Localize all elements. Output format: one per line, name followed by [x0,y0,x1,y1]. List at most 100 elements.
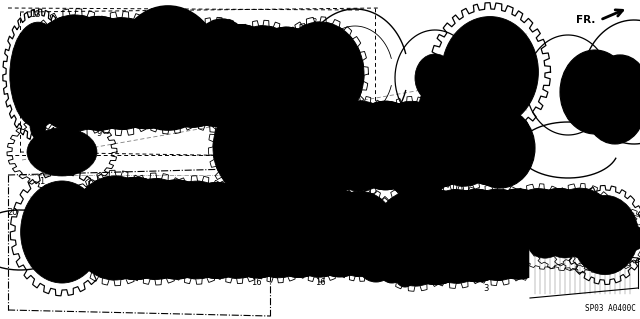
Text: 21: 21 [46,114,56,122]
Ellipse shape [424,70,500,160]
Ellipse shape [239,186,318,278]
Ellipse shape [155,204,198,255]
Text: 6: 6 [241,141,246,150]
Ellipse shape [610,224,640,252]
Ellipse shape [476,209,520,261]
Text: 22: 22 [68,47,79,56]
Ellipse shape [443,120,485,168]
Ellipse shape [435,83,489,147]
Text: 10: 10 [129,236,140,245]
Ellipse shape [169,48,216,101]
Ellipse shape [130,24,206,112]
Text: 17: 17 [360,248,370,256]
Ellipse shape [471,122,509,165]
Ellipse shape [394,190,477,285]
Ellipse shape [36,200,88,264]
Text: 21: 21 [424,88,434,97]
Ellipse shape [25,15,125,131]
Text: 9: 9 [106,267,111,276]
Ellipse shape [377,247,407,283]
Text: 19: 19 [222,149,232,158]
Ellipse shape [284,121,330,173]
Ellipse shape [215,204,260,257]
Ellipse shape [560,50,630,134]
Ellipse shape [602,232,607,238]
Ellipse shape [276,22,364,126]
Ellipse shape [436,189,517,282]
Text: 20: 20 [228,40,239,49]
Ellipse shape [377,137,403,167]
Ellipse shape [298,208,340,258]
Ellipse shape [31,63,45,87]
Ellipse shape [313,123,354,170]
Ellipse shape [53,221,71,243]
Ellipse shape [91,177,180,280]
Ellipse shape [390,122,446,188]
Text: 2: 2 [237,85,243,94]
Ellipse shape [517,208,560,258]
Ellipse shape [191,46,241,103]
Ellipse shape [175,182,259,278]
Ellipse shape [293,101,374,192]
Text: 9: 9 [148,104,153,113]
Ellipse shape [260,188,338,278]
Ellipse shape [563,225,607,259]
Ellipse shape [415,54,455,102]
Text: 3: 3 [311,18,316,27]
Ellipse shape [133,180,220,279]
Ellipse shape [27,128,97,176]
Ellipse shape [404,140,431,170]
Ellipse shape [415,213,456,261]
Text: 14: 14 [9,78,19,87]
Ellipse shape [158,56,178,80]
Text: 11: 11 [216,246,226,255]
Ellipse shape [339,210,381,258]
Ellipse shape [238,208,278,255]
Ellipse shape [480,60,500,84]
Ellipse shape [264,30,300,74]
Ellipse shape [204,34,240,80]
Ellipse shape [91,177,180,280]
Text: 13: 13 [30,10,40,19]
Ellipse shape [196,184,278,278]
Ellipse shape [343,150,373,186]
Text: 2: 2 [161,98,166,107]
Ellipse shape [486,68,493,76]
Text: 2: 2 [167,88,172,97]
Text: 9: 9 [77,254,83,263]
Ellipse shape [452,104,472,126]
Ellipse shape [74,18,170,130]
Ellipse shape [269,28,351,123]
Ellipse shape [363,145,385,171]
Text: 16: 16 [315,278,325,287]
Text: 19: 19 [222,240,232,249]
Ellipse shape [220,26,306,125]
Text: 17: 17 [337,265,348,274]
Ellipse shape [380,111,456,199]
Ellipse shape [244,27,328,124]
Text: 18: 18 [491,117,501,126]
Ellipse shape [240,100,323,195]
Ellipse shape [592,55,640,121]
Ellipse shape [302,190,377,277]
Ellipse shape [427,102,501,186]
Ellipse shape [196,25,283,126]
Ellipse shape [196,25,283,126]
Ellipse shape [257,206,300,257]
Text: 6: 6 [215,230,220,239]
Ellipse shape [147,22,238,127]
Ellipse shape [521,189,598,276]
Ellipse shape [98,19,193,129]
Text: 9: 9 [97,130,102,138]
Ellipse shape [454,102,526,185]
Text: 19: 19 [212,27,223,36]
Text: FR.: FR. [575,15,595,25]
Ellipse shape [499,211,538,257]
Ellipse shape [368,126,412,178]
Text: 15: 15 [478,104,488,113]
Text: 20: 20 [456,165,466,174]
Ellipse shape [260,123,302,171]
Ellipse shape [400,269,410,281]
Ellipse shape [454,102,526,185]
Text: 21: 21 [334,88,344,97]
